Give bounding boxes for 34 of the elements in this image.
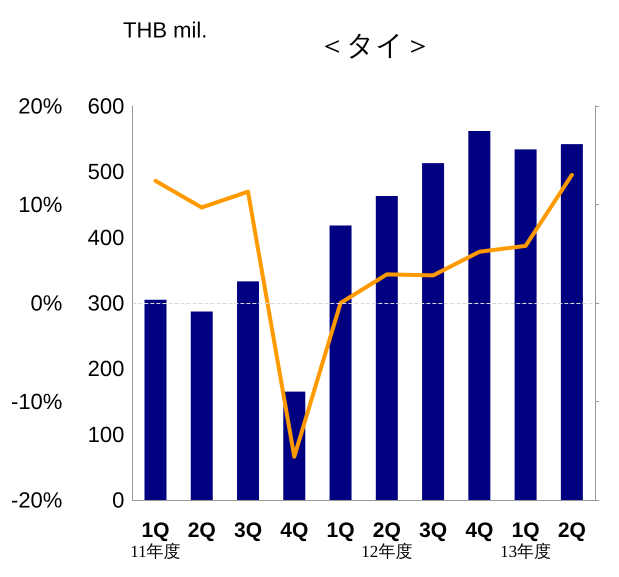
x-tick-label: 1Q — [326, 519, 355, 542]
bar — [560, 144, 583, 500]
y-tick-label: 500 — [88, 159, 124, 184]
y-tick-label: 0 — [112, 488, 124, 512]
x-tick-label: 2Q — [188, 519, 216, 542]
line-series — [153, 172, 574, 459]
bar — [422, 163, 444, 500]
y2-tick-label: -20% — [11, 488, 62, 512]
y2-tick-label: 10% — [18, 192, 62, 217]
bar — [190, 312, 213, 500]
x-tick-label: 3Q — [419, 519, 448, 542]
y-tick-label: 200 — [88, 356, 124, 382]
y-tick-label: 100 — [88, 422, 124, 447]
x-tick-label: 2Q 12年度 — [361, 519, 412, 561]
x-tick-label: 1Q 13年度 — [500, 519, 552, 561]
x-tick-label: 1Q 11年度 — [130, 519, 181, 561]
chart-title: ＜タイ＞ — [318, 30, 432, 60]
x-tick-label: 4Q — [465, 519, 494, 542]
x-tick-label: 4Q — [280, 519, 308, 542]
x-tick-label: 2Q — [558, 519, 586, 542]
bar — [514, 149, 537, 500]
bar — [237, 281, 260, 500]
y2-tick-label: -10% — [11, 389, 62, 414]
x-tick-label: 3Q — [234, 519, 262, 542]
bar — [330, 226, 352, 500]
y2-tick-label: 20% — [18, 94, 62, 118]
y-tick-label: 300 — [88, 290, 124, 316]
y-tick-label: 600 — [88, 94, 124, 118]
y2-tick-label: 0% — [30, 290, 62, 316]
bar — [468, 130, 490, 500]
y-axis-title: THB mil. — [123, 18, 208, 42]
bar — [144, 300, 166, 500]
bar — [376, 196, 398, 500]
y-tick-label: 400 — [88, 224, 124, 250]
